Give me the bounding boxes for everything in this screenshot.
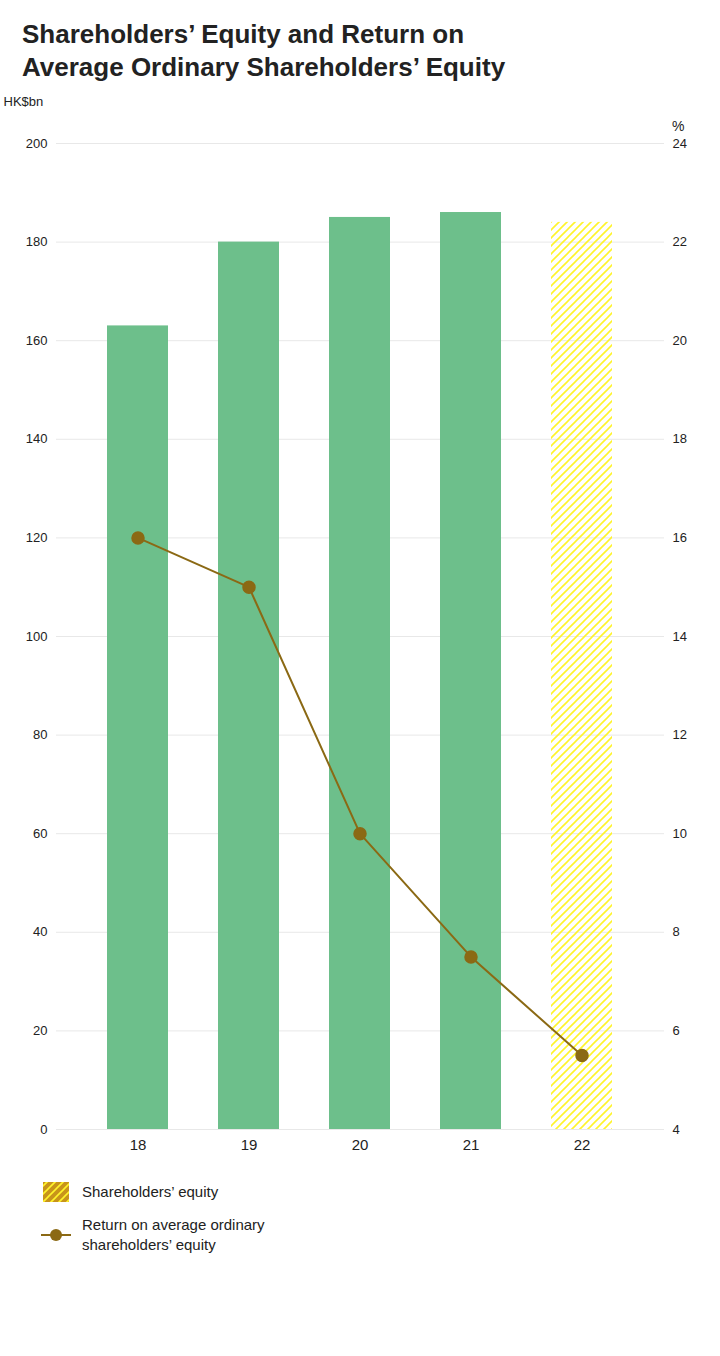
svg-text:HK$bn: HK$bn xyxy=(4,94,44,109)
svg-text:22: 22 xyxy=(574,1136,591,1153)
svg-text:40: 40 xyxy=(33,924,47,939)
svg-text:6: 6 xyxy=(673,1023,680,1038)
svg-text:180: 180 xyxy=(26,234,48,249)
svg-text:10: 10 xyxy=(673,826,687,841)
svg-text:200: 200 xyxy=(26,136,48,151)
svg-text:19: 19 xyxy=(241,1136,258,1153)
svg-text:8: 8 xyxy=(673,924,680,939)
html-text:Return on average ordinary sha: Return on average ordinary shareholders’… xyxy=(82,1216,265,1253)
svg-text:21: 21 xyxy=(463,1136,480,1153)
svg-text:18: 18 xyxy=(130,1136,147,1153)
svg-text:20: 20 xyxy=(673,333,687,348)
svg-text:100: 100 xyxy=(26,629,48,644)
svg-text:4: 4 xyxy=(673,1122,680,1137)
svg-text:140: 140 xyxy=(26,431,48,446)
html-text:Shareholders’ Equity and Retur: Shareholders’ Equity and Return on Avera… xyxy=(22,19,506,82)
svg-text:20: 20 xyxy=(33,1023,47,1038)
svg-text:%: % xyxy=(672,118,684,134)
svg-text:24: 24 xyxy=(673,136,687,151)
svg-text:0: 0 xyxy=(40,1122,47,1137)
svg-text:18: 18 xyxy=(673,431,687,446)
svg-text:16: 16 xyxy=(673,530,687,545)
svg-text:60: 60 xyxy=(33,826,47,841)
svg-text:12: 12 xyxy=(673,727,687,742)
svg-text:20: 20 xyxy=(352,1136,369,1153)
html-text:Shareholders’ equity: Shareholders’ equity xyxy=(82,1183,219,1201)
svg-text:120: 120 xyxy=(26,530,48,545)
svg-text:80: 80 xyxy=(33,727,47,742)
svg-text:22: 22 xyxy=(673,234,687,249)
svg-text:14: 14 xyxy=(673,629,687,644)
svg-text:160: 160 xyxy=(26,333,48,348)
